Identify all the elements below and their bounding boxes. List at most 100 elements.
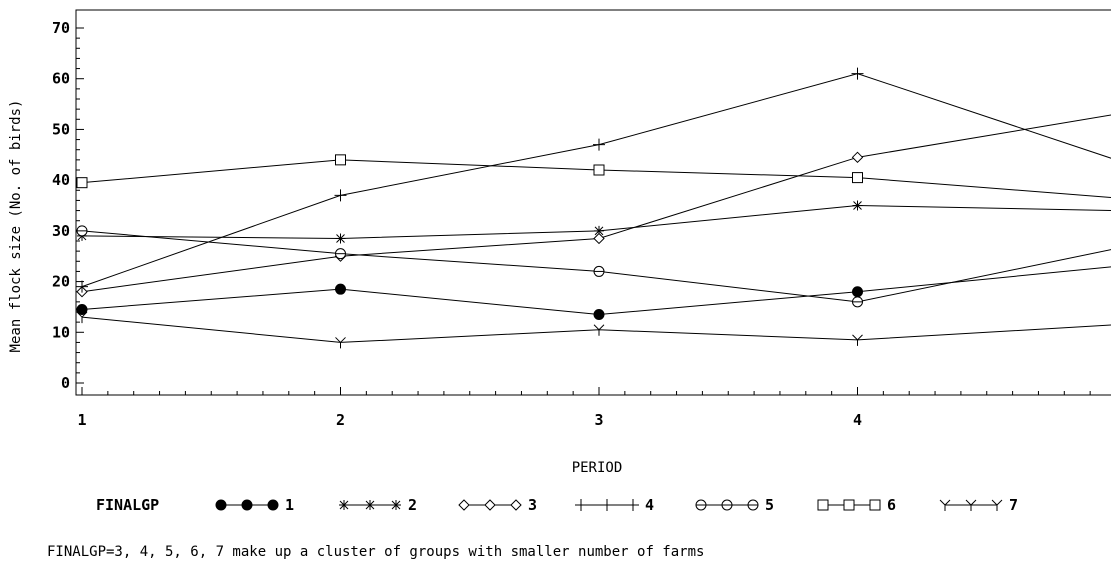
data-point — [852, 296, 863, 308]
data-point — [852, 334, 863, 346]
y-tick-label: 0 — [61, 374, 70, 392]
marker-d2 — [594, 226, 604, 236]
marker-shape — [593, 164, 605, 176]
legend-marker — [965, 499, 977, 511]
data-point — [593, 138, 605, 151]
y-tick-label: 70 — [52, 19, 70, 37]
legend-label: 7 — [1009, 496, 1018, 514]
marker-shape — [241, 499, 253, 511]
legend-marker — [575, 499, 587, 511]
marker-r — [857, 334, 863, 341]
data-point — [593, 265, 605, 277]
legend-label: 4 — [645, 496, 654, 514]
marker-l — [852, 334, 858, 341]
marker-r — [598, 324, 605, 331]
y-tick-label: 20 — [52, 273, 70, 291]
data-point — [76, 280, 88, 293]
legend-item-2: 2 — [339, 496, 417, 514]
data-point — [334, 189, 347, 202]
data-point — [335, 248, 346, 260]
legend-marker — [215, 499, 227, 511]
legend-marker — [458, 499, 470, 511]
legend-marker — [391, 500, 401, 510]
legend-marker — [510, 499, 522, 511]
legend-marker — [721, 499, 733, 511]
data-point — [76, 177, 88, 189]
plot-frame — [75, 9, 1111, 396]
marker-shape — [852, 286, 863, 298]
legend-item-6: 6 — [817, 496, 896, 514]
legend-item-5: 5 — [695, 496, 774, 514]
series-line — [81, 316, 1111, 343]
marker-r — [996, 499, 1003, 506]
data-point — [851, 151, 864, 164]
marker-shape — [76, 177, 88, 189]
legend-marker — [267, 499, 279, 511]
marker-shape — [76, 303, 88, 315]
marker-r — [944, 499, 951, 506]
marker-shape — [852, 172, 863, 184]
data-point — [335, 154, 346, 166]
series-6 — [76, 154, 1111, 199]
legend-marker — [484, 499, 496, 511]
legend-item-3: 3 — [458, 496, 537, 514]
data-point — [76, 311, 88, 324]
legend-marker — [991, 499, 1003, 511]
series-4 — [76, 67, 1111, 293]
data-point — [593, 324, 605, 336]
legend-marker — [339, 500, 349, 510]
x-tick-label: 1 — [77, 411, 86, 429]
marker-l — [335, 337, 341, 343]
legend: FINALGP 1 2 3 4 5 6 7 — [96, 496, 1018, 514]
marker-shape — [851, 151, 864, 164]
series-1 — [76, 266, 1111, 321]
legend-label: 1 — [285, 496, 294, 514]
series-layer — [76, 67, 1111, 349]
data-point — [593, 232, 605, 245]
legend-marker — [695, 499, 707, 511]
y-tick-label: 50 — [52, 120, 70, 138]
data-point — [852, 286, 863, 298]
legend-marker — [843, 499, 855, 511]
series-2 — [77, 200, 1111, 244]
x-tick-label: 4 — [853, 411, 862, 429]
legend-marker — [869, 499, 881, 511]
data-point — [851, 67, 864, 80]
legend-marker — [817, 499, 829, 511]
x-axis-title: PERIOD — [572, 460, 623, 476]
series-7 — [76, 311, 1111, 349]
data-point — [852, 200, 863, 211]
y-tick-label: 30 — [52, 222, 70, 240]
data-point — [335, 283, 346, 295]
legend-marker — [627, 499, 639, 511]
marker-shape — [458, 499, 470, 511]
marker-shape — [869, 499, 881, 511]
data-point — [335, 233, 346, 244]
x-tick-label: 3 — [594, 411, 603, 429]
marker-l — [76, 311, 83, 318]
legend-marker — [939, 499, 951, 511]
marker-shape — [215, 499, 227, 511]
marker-r — [970, 499, 977, 506]
series-line — [81, 114, 1111, 293]
marker-shape — [510, 499, 522, 511]
data-point — [593, 164, 605, 176]
legend-item-7: 7 — [939, 496, 1018, 514]
y-axis-title: Mean flock size (No. of birds) — [8, 100, 24, 353]
marker-l — [991, 499, 998, 506]
marker-shape — [817, 499, 829, 511]
marker-r — [340, 337, 346, 343]
marker-shape — [267, 499, 279, 511]
x-tick-label: 2 — [336, 411, 345, 429]
legend-marker — [747, 499, 759, 511]
legend-label: 5 — [765, 496, 774, 514]
series-line — [81, 73, 1111, 288]
marker-shape — [335, 283, 346, 295]
legend-marker — [241, 499, 253, 511]
marker-shape — [335, 154, 346, 166]
marker-r — [81, 311, 88, 318]
legend-label: 3 — [528, 496, 537, 514]
x-axis: 1 2 3 4 — [77, 387, 1091, 429]
y-tick-label: 40 — [52, 171, 70, 189]
